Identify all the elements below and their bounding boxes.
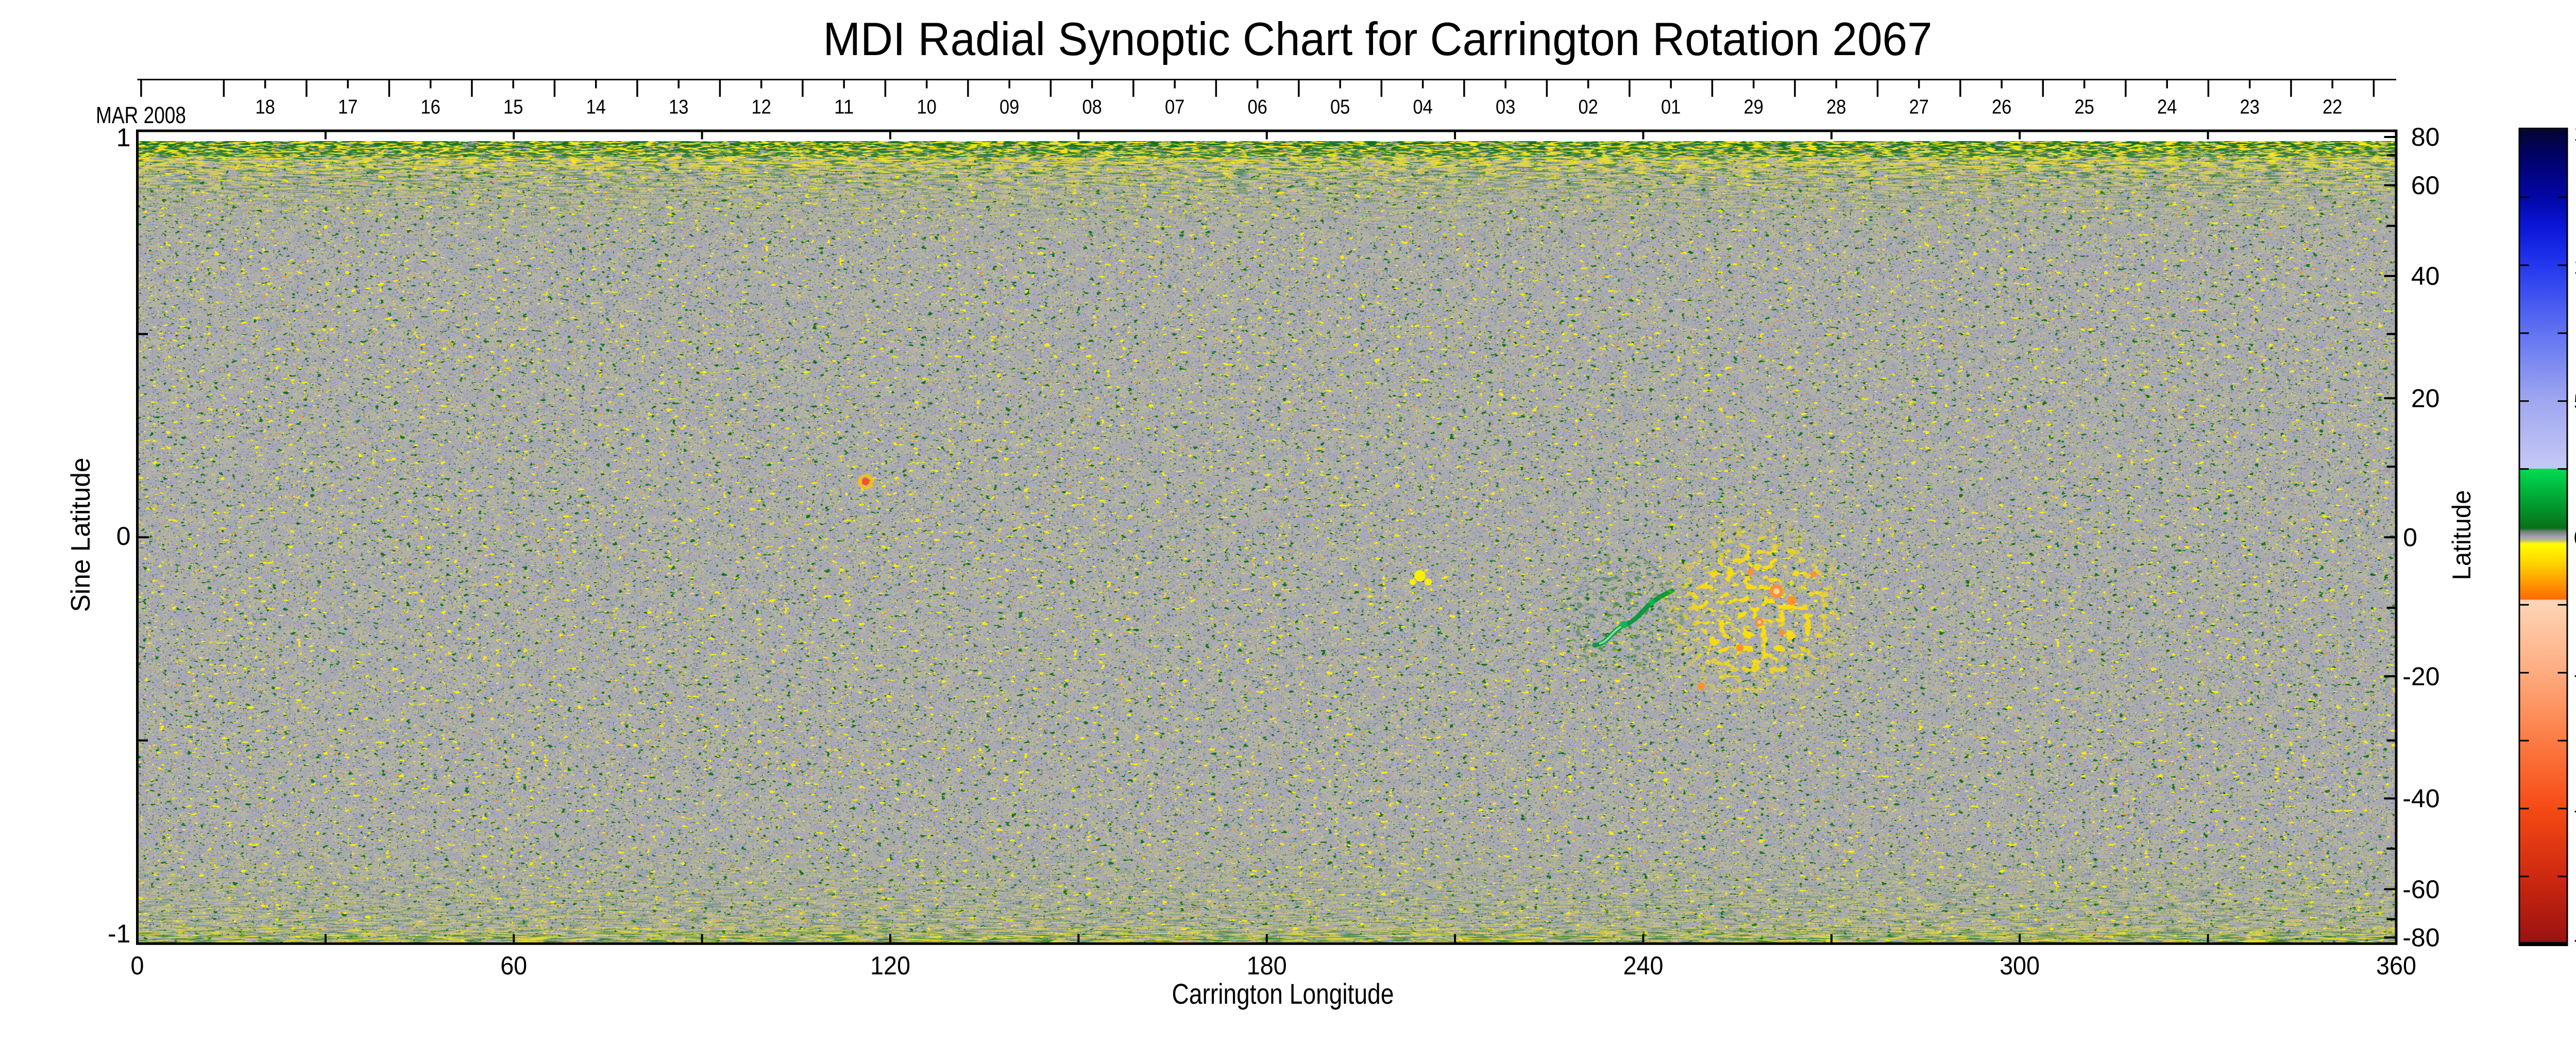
- svg-text:24: 24: [2157, 96, 2177, 118]
- svg-text:-1500: -1500: [2574, 928, 2576, 951]
- svg-text:-1000: -1000: [2574, 798, 2576, 822]
- svg-text:1000: 1000: [2574, 255, 2576, 279]
- svg-text:18: 18: [255, 96, 275, 118]
- svg-text:06: 06: [1247, 96, 1267, 118]
- svg-text:08: 08: [1082, 96, 1102, 118]
- svg-text:0: 0: [116, 522, 131, 551]
- svg-text:120: 120: [870, 951, 910, 980]
- svg-text:16: 16: [420, 96, 440, 118]
- svg-text:-20: -20: [2402, 662, 2439, 691]
- svg-text:-40: -40: [2402, 784, 2439, 813]
- svg-text:05: 05: [1330, 96, 1350, 118]
- svg-text:80: 80: [2411, 123, 2440, 151]
- svg-text:12: 12: [751, 96, 771, 118]
- svg-text:180: 180: [1247, 951, 1287, 980]
- svg-text:01: 01: [1661, 96, 1681, 118]
- svg-text:0: 0: [131, 951, 144, 980]
- svg-text:29: 29: [1743, 96, 1764, 118]
- svg-text:1: 1: [116, 123, 131, 152]
- svg-text:26: 26: [1992, 96, 2012, 118]
- svg-text:11: 11: [834, 96, 854, 118]
- svg-text:13: 13: [669, 96, 689, 118]
- svg-text:25: 25: [2074, 96, 2094, 118]
- svg-text:-500: -500: [2574, 663, 2576, 686]
- svg-text:09: 09: [999, 96, 1020, 118]
- svg-text:17: 17: [338, 96, 358, 118]
- svg-text:300: 300: [1999, 951, 2040, 980]
- svg-text:MDI Radial Synoptic Chart for: MDI Radial Synoptic Chart for Carrington…: [823, 13, 1933, 65]
- svg-text:1500: 1500: [2574, 122, 2576, 145]
- svg-text:15: 15: [503, 96, 523, 118]
- svg-text:-60: -60: [2402, 875, 2439, 904]
- svg-text:04: 04: [1413, 96, 1433, 118]
- svg-text:20: 20: [2411, 384, 2440, 413]
- svg-text:02: 02: [1578, 96, 1598, 118]
- svg-text:60: 60: [2411, 171, 2440, 200]
- svg-text:28: 28: [1826, 96, 1846, 118]
- svg-text:Carrington Longitude: Carrington Longitude: [1172, 977, 1394, 1010]
- svg-text:MAR 2008: MAR 2008: [96, 102, 186, 128]
- svg-text:22: 22: [2323, 96, 2343, 118]
- svg-text:07: 07: [1165, 96, 1185, 118]
- svg-text:27: 27: [1909, 96, 1929, 118]
- svg-text:0: 0: [2574, 526, 2576, 550]
- svg-text:60: 60: [500, 951, 527, 980]
- svg-text:Sine Latitude: Sine Latitude: [66, 458, 96, 612]
- svg-text:10: 10: [917, 96, 937, 118]
- svg-text:03: 03: [1496, 96, 1516, 118]
- svg-text:0: 0: [2403, 523, 2417, 552]
- svg-text:14: 14: [586, 96, 606, 118]
- svg-text:-80: -80: [2402, 923, 2439, 952]
- svg-text:360: 360: [2376, 951, 2416, 980]
- svg-text:40: 40: [2411, 262, 2440, 290]
- svg-text:-1: -1: [108, 919, 130, 948]
- svg-text:Latitude: Latitude: [2447, 490, 2476, 580]
- svg-text:500: 500: [2574, 390, 2576, 414]
- svg-text:240: 240: [1623, 951, 1664, 980]
- svg-text:23: 23: [2240, 96, 2260, 118]
